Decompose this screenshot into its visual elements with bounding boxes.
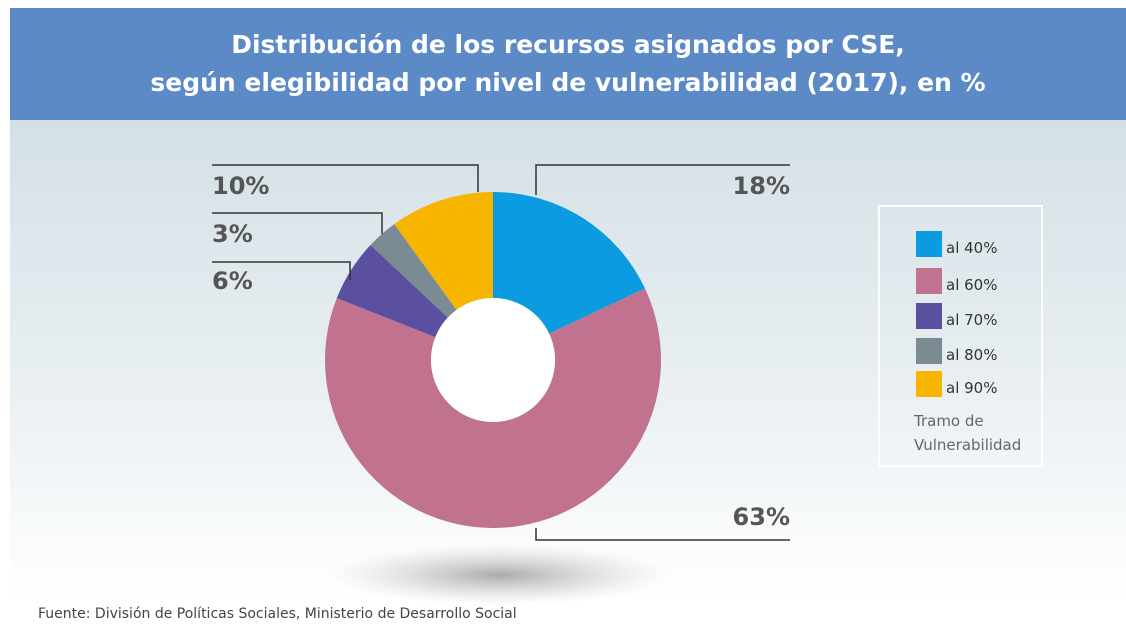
legend-swatch xyxy=(916,231,942,257)
header: Distribución de los recursos asignados p… xyxy=(10,8,1126,120)
legend-label: al 70% xyxy=(946,311,998,329)
data-label: 6% xyxy=(212,267,253,295)
data-label: 18% xyxy=(733,172,790,200)
data-label: 3% xyxy=(212,220,253,248)
legend-item: al 60% xyxy=(916,268,997,294)
legend-item: al 90% xyxy=(916,371,997,397)
legend-label: al 60% xyxy=(946,276,998,294)
leader-line xyxy=(535,164,790,195)
legend: Tramo de Vulnerabilidad al 40% al 60% al 7… xyxy=(878,205,1043,467)
legend-item: al 70% xyxy=(916,303,997,329)
data-label: 63% xyxy=(733,503,790,531)
legend-item: al 80% xyxy=(916,338,997,364)
donut-slice xyxy=(370,224,457,318)
donut-slice xyxy=(324,288,661,529)
donut-slice xyxy=(493,192,646,334)
legend-swatch xyxy=(916,303,942,329)
shadow xyxy=(330,545,670,605)
legend-label: al 80% xyxy=(946,346,998,364)
chart-title: Distribución de los recursos asignados p… xyxy=(231,30,905,59)
leader-line xyxy=(212,212,383,234)
legend-swatch xyxy=(916,268,942,294)
leader-line xyxy=(212,164,479,192)
legend-label: al 90% xyxy=(946,379,998,397)
legend-item: al 40% xyxy=(916,231,997,257)
leader-line xyxy=(212,261,351,280)
legend-title: Tramo de Vulnerabilidad xyxy=(914,412,1022,454)
legend-swatch xyxy=(916,338,942,364)
legend-label: al 40% xyxy=(946,239,998,257)
legend-swatch xyxy=(916,371,942,397)
chart-title: según elegibilidad por nivel de vulnerab… xyxy=(150,68,986,97)
donut-hole xyxy=(431,298,555,422)
data-label: 10% xyxy=(212,172,269,200)
donut-slice xyxy=(394,192,493,310)
source: Fuente: División de Políticas Sociales, … xyxy=(38,606,517,622)
donut-slice xyxy=(336,244,448,338)
leader-line xyxy=(535,528,790,541)
